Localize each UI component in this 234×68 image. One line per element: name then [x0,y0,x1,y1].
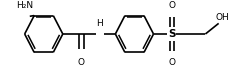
Text: O: O [78,58,85,67]
Text: H: H [96,19,103,28]
Text: OH: OH [216,13,230,22]
Text: H₂N: H₂N [16,1,33,10]
Text: O: O [168,1,175,10]
Text: O: O [168,58,175,67]
Text: S: S [168,29,176,39]
